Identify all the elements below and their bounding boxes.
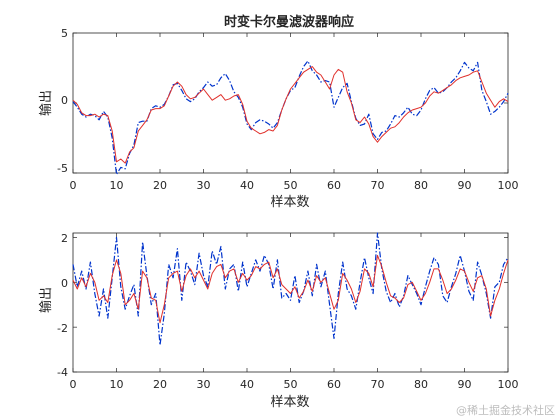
top-xtick-label: 0	[70, 179, 77, 192]
bottom-xtick-label: 70	[371, 378, 385, 391]
bottom-plot-frame	[72, 232, 509, 373]
bottom-xtick-label: 60	[327, 378, 341, 391]
bottom-xtick-label: 90	[458, 378, 472, 391]
bottom-xtick-label: 30	[197, 378, 211, 391]
top-plot: 时变卡尔曼滤波器响应 5 0 -5 0 10 20 30 40 50 60 70…	[38, 14, 519, 210]
top-xtick-label: 30	[197, 179, 211, 192]
bottom-dashdot-series-line	[72, 232, 509, 346]
top-ytick-label: 0	[61, 94, 68, 107]
bottom-ytick-label: 0	[61, 277, 68, 290]
bottom-ytick-label: -4	[57, 366, 68, 379]
top-plot-frame	[72, 32, 509, 174]
bottom-x-axis-label: 样本数	[270, 395, 309, 410]
top-xtick-label: 90	[458, 179, 472, 192]
bottom-xtick-label: 80	[414, 378, 428, 391]
top-xtick-label: 60	[327, 179, 341, 192]
bottom-plot: 2 0 -2 -4 0 10 20 30 40 50 60 70 80 90 1…	[38, 232, 519, 410]
top-x-axis-label: 样本数	[270, 195, 309, 210]
bottom-ytick-label: -2	[57, 322, 68, 335]
top-xtick-label: 80	[414, 179, 428, 192]
top-solid-series-line	[72, 66, 509, 164]
bottom-xtick-label: 40	[240, 378, 254, 391]
bottom-xtick-label: 100	[498, 378, 519, 391]
top-xtick-label: 40	[240, 179, 254, 192]
top-xtick-label: 70	[371, 179, 385, 192]
top-xtick-label: 50	[284, 179, 298, 192]
bottom-ytick-label: 2	[61, 232, 68, 245]
top-xtick-label: 20	[153, 179, 167, 192]
top-xtick-label: 10	[110, 179, 124, 192]
bottom-series-group	[72, 232, 509, 346]
watermark-text: @稀土掘金技术社区	[456, 403, 555, 417]
bottom-xtick-label: 10	[110, 378, 124, 391]
bottom-xtick-label: 0	[70, 378, 77, 391]
top-ytick-label: -5	[57, 162, 68, 175]
top-y-axis-label: 输出	[38, 90, 54, 116]
bottom-xtick-label: 20	[153, 378, 167, 391]
top-y-tick-labels: 5 0 -5	[57, 27, 68, 175]
bottom-xtick-label: 50	[284, 378, 298, 391]
bottom-y-tick-labels: 2 0 -2 -4	[57, 232, 68, 379]
bottom-y-axis-label: 输出	[38, 287, 54, 313]
top-ytick-label: 5	[61, 27, 68, 40]
top-x-tick-labels: 0 10 20 30 40 50 60 70 80 90 100	[70, 179, 519, 192]
top-xtick-label: 100	[498, 179, 519, 192]
top-chart-title: 时变卡尔曼滤波器响应	[224, 14, 354, 30]
top-dashdot-series-line	[72, 60, 509, 175]
bottom-x-tick-labels: 0 10 20 30 40 50 60 70 80 90 100	[70, 378, 519, 391]
top-tick-marks	[72, 32, 509, 174]
top-series-group	[72, 60, 509, 175]
bottom-solid-series-line	[72, 254, 509, 324]
